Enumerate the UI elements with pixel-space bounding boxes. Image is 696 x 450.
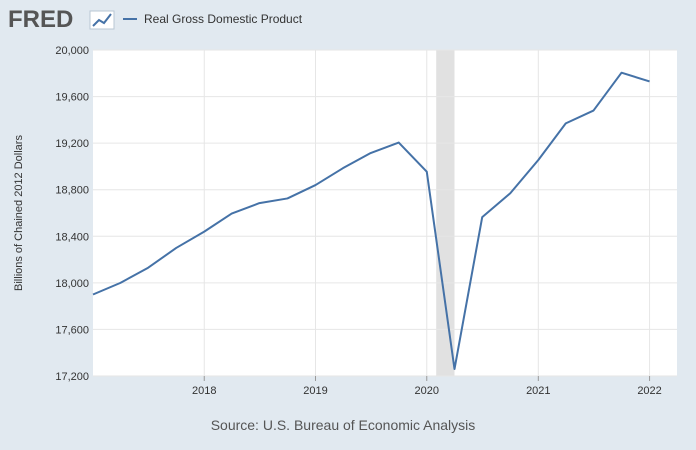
- series-line-real-gdp: [92, 71, 650, 371]
- x-tick-label: 2021: [526, 385, 550, 397]
- y-tick-label: 17,600: [55, 324, 89, 336]
- y-axis-ticks: 17,200 17,600 18,000 18,400 18,800 19,200 19,6…: [55, 45, 89, 383]
- x-tick-label: 2020: [415, 385, 439, 397]
- legend-series-label: Real Gross Domestic Product: [144, 12, 303, 26]
- fred-logo-text: FRED: [8, 6, 73, 33]
- legend: Real Gross Domestic Product: [123, 12, 303, 26]
- y-tick-label: 18,400: [55, 231, 89, 243]
- y-tick-label: 17,200: [55, 371, 89, 383]
- y-tick-label: 20,000: [55, 45, 89, 57]
- y-tick-label: 18,800: [55, 185, 89, 197]
- y-tick-label: 19,200: [55, 138, 89, 150]
- x-axis-ticks: 2018 2019 2020 2021 2022: [192, 376, 662, 397]
- fred-trend-icon: [89, 10, 115, 30]
- y-tick-label: 19,600: [55, 92, 89, 104]
- recession-shading-layer: [436, 50, 455, 376]
- fred-logo[interactable]: FRED: [8, 6, 115, 33]
- x-tick-label: 2018: [192, 385, 216, 397]
- y-tick-label: 18,000: [55, 278, 89, 290]
- recession-band-0: [436, 50, 455, 376]
- x-tick-label: 2019: [303, 385, 327, 397]
- gridlines: [93, 49, 677, 377]
- x-tick-label: 2022: [637, 385, 661, 397]
- plot-area: [93, 50, 677, 376]
- source-note: Source: U.S. Bureau of Economic Analysis: [211, 417, 476, 433]
- y-axis-title: Billions of Chained 2012 Dollars: [13, 135, 25, 291]
